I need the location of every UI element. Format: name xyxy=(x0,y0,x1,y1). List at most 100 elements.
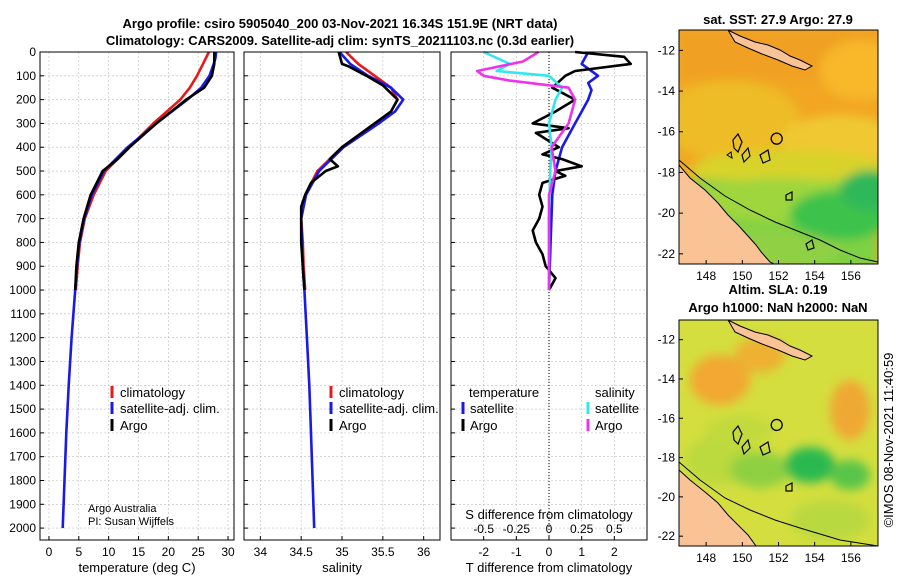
series-line-argo xyxy=(299,51,399,291)
x-tick-label: 5 xyxy=(75,545,82,559)
temperature-panel: 0 5 10 15 20 25 300100200300400500600700800900… xyxy=(9,45,235,575)
depth-tick-label: 1600 xyxy=(9,426,36,440)
map-lon-label: 156 xyxy=(841,551,861,565)
map-lon-label: 154 xyxy=(805,269,825,283)
depth-tick-label: 1100 xyxy=(10,307,36,321)
map-lat-label: -12 xyxy=(658,43,676,57)
depth-tick-label: 1900 xyxy=(9,497,36,511)
profile-location-marker xyxy=(770,132,783,145)
panel-frame xyxy=(450,51,648,541)
credit-line1: Argo Australia xyxy=(88,503,157,515)
x-tick-label: 0 xyxy=(46,545,53,559)
legend-argo: Argo xyxy=(120,418,147,433)
map-lat-label: -12 xyxy=(658,333,676,347)
x-axis-label: salinity xyxy=(322,560,362,575)
map-lat-label: -18 xyxy=(658,451,676,465)
depth-tick-label: 0 xyxy=(29,45,36,59)
salinity-panel: 34 34.5 35 35.5 36 salinity xyxy=(243,51,441,575)
map-lon-label: 154 xyxy=(805,551,825,565)
legend-satellite: satellite-adj. clim. xyxy=(339,401,439,416)
sst-map xyxy=(679,30,878,264)
depth-tick-label: 1300 xyxy=(9,354,36,368)
x-tick-label: 36 xyxy=(417,545,431,559)
panel-frame xyxy=(243,51,441,541)
map-lon-label: 156 xyxy=(841,269,861,283)
map-lat-label: -14 xyxy=(658,372,676,386)
x-tick-label: 35 xyxy=(335,545,349,559)
map-lon-label: 152 xyxy=(768,551,788,565)
x-tick-label: 20 xyxy=(162,545,176,559)
map-top-title: sat. SST: 27.9 Argo: 27.9 xyxy=(703,12,853,27)
series-line-t-satellite xyxy=(547,51,600,291)
difference-panel: -2 -1 0 1 2 -0.5 -0.25 0 0.25 0.5 T difference fro… xyxy=(450,50,648,575)
x-tick-label: 34 xyxy=(254,545,268,559)
figure-title-line1: Argo profile: csiro 5905040_200 03-Nov-2… xyxy=(123,16,558,31)
x-tick-label: 30 xyxy=(221,545,235,559)
map-lat-label: -22 xyxy=(658,247,676,261)
credit-line2: PI: Susan Wijffels xyxy=(88,516,174,528)
s-tick-label: 0 xyxy=(546,522,553,536)
depth-tick-label: 800 xyxy=(16,235,36,249)
figure-title-line2: Climatology: CARS2009. Satellite-adj cli… xyxy=(106,33,574,48)
x-tick-label: 35.5 xyxy=(371,545,395,559)
difference-legend: temperature salinity satellite Argo sate… xyxy=(461,385,639,433)
series-line-t-argo xyxy=(531,50,633,291)
legend-climatology: climatology xyxy=(120,385,186,400)
depth-tick-label: 1400 xyxy=(9,378,36,392)
depth-tick-label: 400 xyxy=(16,140,36,154)
series-line-argo xyxy=(73,52,216,291)
x-tick-label: 15 xyxy=(132,545,146,559)
depth-tick-label: 1800 xyxy=(9,473,36,487)
s-tick-label: 0.5 xyxy=(606,522,623,536)
map-lat-label: -16 xyxy=(658,125,676,139)
x-tick-label: 0 xyxy=(546,545,553,559)
x-tick-label: 34.5 xyxy=(289,545,313,559)
s-difference-label: S difference from climatology xyxy=(465,507,633,522)
x-axis-label: T difference from climatology xyxy=(466,560,633,575)
map-lat-label: -20 xyxy=(658,206,676,220)
depth-tick-label: 700 xyxy=(16,212,36,226)
depth-tick-label: 1700 xyxy=(9,450,36,464)
legend-climatology: climatology xyxy=(339,385,405,400)
s-tick-label: -0.5 xyxy=(473,522,494,536)
depth-tick-label: 2000 xyxy=(9,521,36,535)
s-tick-label: 0.25 xyxy=(570,522,594,536)
depth-tick-label: 1000 xyxy=(9,283,36,297)
map-lat-label: -22 xyxy=(658,529,676,543)
depth-tick-label: 1200 xyxy=(9,331,36,345)
depth-tick-label: 1500 xyxy=(9,402,36,416)
s-tick-label: -0.25 xyxy=(503,522,531,536)
map-lat-label: -20 xyxy=(658,490,676,504)
temperature-legend: climatology satellite-adj. clim. Argo xyxy=(110,385,220,433)
map-bottom-title1: Altim. SLA: 0.19 xyxy=(729,282,828,297)
map-lon-label: 150 xyxy=(732,551,752,565)
depth-tick-label: 300 xyxy=(16,116,36,130)
x-tick-label: 25 xyxy=(192,545,206,559)
x-axis-label: temperature (deg C) xyxy=(78,560,195,575)
map-lon-label: 152 xyxy=(768,269,788,283)
legend-satellite: satellite-adj. clim. xyxy=(120,401,220,416)
legend-s-argo: Argo xyxy=(595,418,622,433)
map-lat-label: -14 xyxy=(658,84,676,98)
depth-tick-label: 500 xyxy=(16,164,36,178)
profile-location-marker xyxy=(770,418,783,432)
legend-argo: Argo xyxy=(339,418,366,433)
map-lon-label: 150 xyxy=(732,269,752,283)
map-bottom-title2: Argo h1000: NaN h2000: NaN xyxy=(688,300,867,315)
depth-tick-label: 100 xyxy=(16,69,36,83)
x-tick-label: -2 xyxy=(478,545,489,559)
sla-map xyxy=(679,320,878,546)
x-tick-label: 2 xyxy=(611,545,618,559)
legend-t-satellite: satellite xyxy=(470,401,514,416)
timestamp: ©IMOS 08-Nov-2021 11:40:59 xyxy=(881,353,896,528)
panel-frame xyxy=(39,51,235,541)
legend-head-salinity: salinity xyxy=(595,385,635,400)
x-tick-label: 1 xyxy=(578,545,585,559)
x-tick-label: -1 xyxy=(511,545,522,559)
map-lon-label: 148 xyxy=(696,269,716,283)
legend-t-argo: Argo xyxy=(470,418,497,433)
map-lat-label: -18 xyxy=(658,165,676,179)
depth-tick-label: 200 xyxy=(16,93,36,107)
legend-s-satellite: satellite xyxy=(595,401,639,416)
